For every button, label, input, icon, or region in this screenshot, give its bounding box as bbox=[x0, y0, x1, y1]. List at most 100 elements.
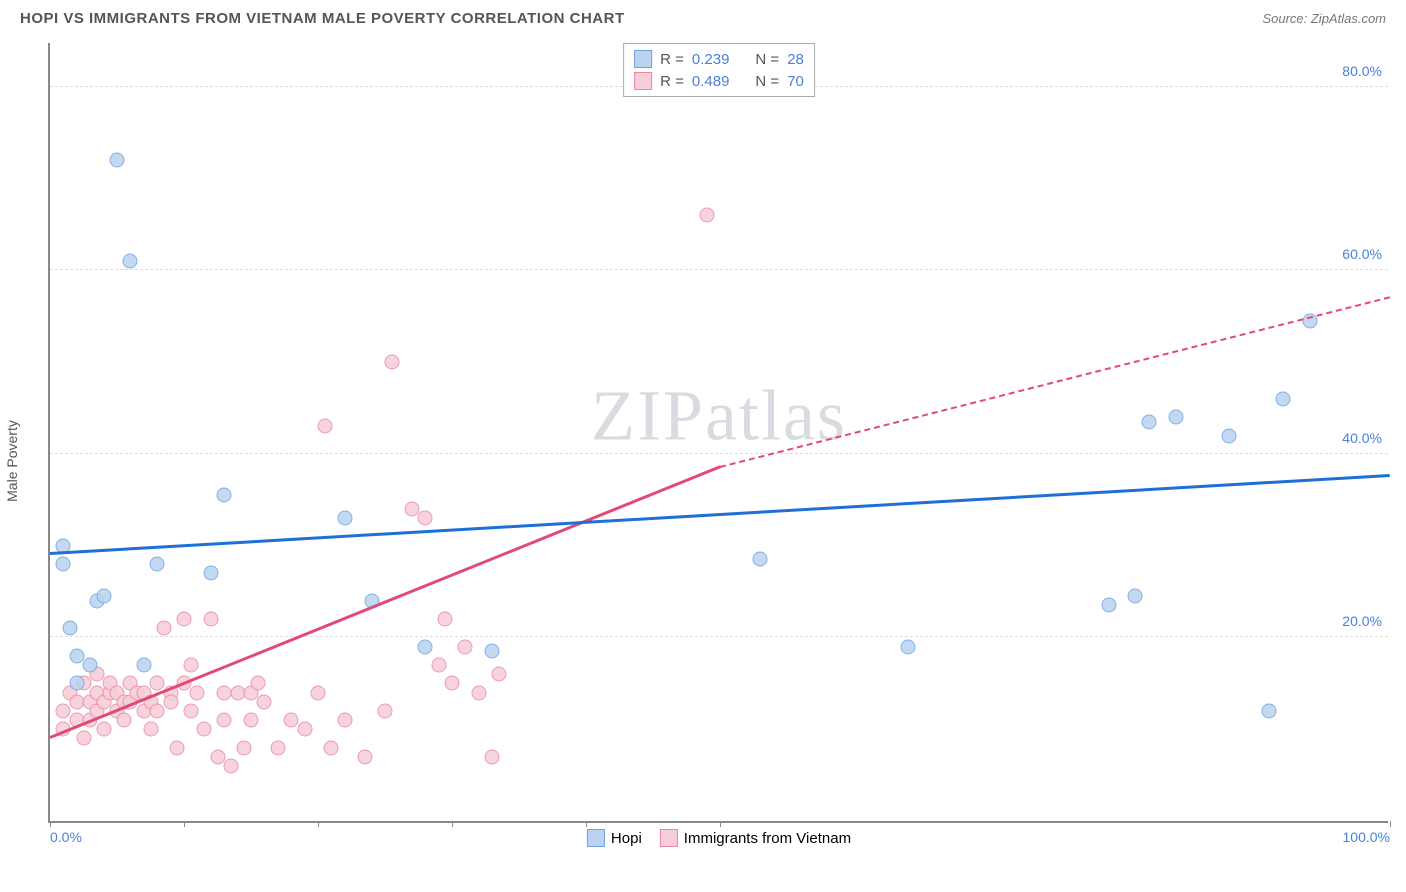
data-point-vietnam bbox=[116, 713, 131, 728]
data-point-vietnam bbox=[438, 612, 453, 627]
r-value-vietnam: 0.489 bbox=[692, 73, 730, 90]
data-point-vietnam bbox=[56, 703, 71, 718]
y-axis-label: Male Poverty bbox=[4, 420, 20, 502]
data-point-vietnam bbox=[317, 419, 332, 434]
data-point-hopi bbox=[150, 557, 165, 572]
data-point-hopi bbox=[69, 648, 84, 663]
data-point-hopi bbox=[418, 639, 433, 654]
legend-item-hopi: Hopi bbox=[587, 829, 642, 847]
data-point-vietnam bbox=[150, 676, 165, 691]
data-point-vietnam bbox=[177, 612, 192, 627]
data-point-vietnam bbox=[96, 722, 111, 737]
data-point-vietnam bbox=[244, 713, 259, 728]
data-point-vietnam bbox=[384, 355, 399, 370]
data-point-hopi bbox=[83, 658, 98, 673]
data-point-vietnam bbox=[284, 713, 299, 728]
data-point-hopi bbox=[1128, 589, 1143, 604]
data-point-hopi bbox=[1222, 428, 1237, 443]
plot-area: ZIPatlas R = 0.239 N = 28 R = 0.489 N = … bbox=[48, 43, 1388, 823]
data-point-vietnam bbox=[76, 731, 91, 746]
data-point-hopi bbox=[337, 511, 352, 526]
x-tick-mark bbox=[720, 821, 721, 827]
x-tick-mark bbox=[184, 821, 185, 827]
legend-swatch-vietnam-icon bbox=[634, 72, 652, 90]
data-point-vietnam bbox=[170, 740, 185, 755]
regression-line bbox=[50, 474, 1390, 554]
r-label: R = bbox=[660, 51, 684, 68]
data-point-vietnam bbox=[183, 703, 198, 718]
y-tick-label: 40.0% bbox=[1342, 430, 1382, 446]
data-point-hopi bbox=[69, 676, 84, 691]
legend-stats-row-hopi: R = 0.239 N = 28 bbox=[634, 48, 804, 70]
data-point-hopi bbox=[63, 621, 78, 636]
n-value-vietnam: 70 bbox=[787, 73, 804, 90]
data-point-vietnam bbox=[270, 740, 285, 755]
chart-title: HOPI VS IMMIGRANTS FROM VIETNAM MALE POV… bbox=[20, 10, 625, 27]
data-point-vietnam bbox=[150, 703, 165, 718]
data-point-vietnam bbox=[143, 722, 158, 737]
y-tick-label: 80.0% bbox=[1342, 63, 1382, 79]
n-label: N = bbox=[755, 73, 779, 90]
data-point-hopi bbox=[110, 153, 125, 168]
data-point-hopi bbox=[1262, 703, 1277, 718]
data-point-vietnam bbox=[324, 740, 339, 755]
x-tick-mark bbox=[1390, 821, 1391, 827]
data-point-hopi bbox=[900, 639, 915, 654]
r-value-hopi: 0.239 bbox=[692, 51, 730, 68]
r-label: R = bbox=[660, 73, 684, 90]
data-point-vietnam bbox=[163, 694, 178, 709]
data-point-hopi bbox=[1101, 598, 1116, 613]
data-point-vietnam bbox=[250, 676, 265, 691]
data-point-hopi bbox=[123, 254, 138, 269]
legend-stats: R = 0.239 N = 28 R = 0.489 N = 70 bbox=[623, 43, 815, 97]
data-point-vietnam bbox=[311, 685, 326, 700]
data-point-hopi bbox=[485, 644, 500, 659]
gridline bbox=[50, 453, 1388, 454]
data-point-vietnam bbox=[471, 685, 486, 700]
legend-swatch-vietnam-icon bbox=[660, 829, 678, 847]
data-point-vietnam bbox=[190, 685, 205, 700]
data-point-vietnam bbox=[337, 713, 352, 728]
data-point-hopi bbox=[1168, 410, 1183, 425]
data-point-vietnam bbox=[223, 758, 238, 773]
x-tick-mark bbox=[586, 821, 587, 827]
data-point-hopi bbox=[136, 658, 151, 673]
data-point-vietnam bbox=[203, 612, 218, 627]
gridline bbox=[50, 636, 1388, 637]
data-point-vietnam bbox=[297, 722, 312, 737]
x-tick-label: 0.0% bbox=[50, 829, 82, 845]
regression-line-extrapolated bbox=[720, 296, 1390, 468]
x-tick-mark bbox=[318, 821, 319, 827]
n-value-hopi: 28 bbox=[787, 51, 804, 68]
legend-item-vietnam: Immigrants from Vietnam bbox=[660, 829, 851, 847]
data-point-hopi bbox=[217, 488, 232, 503]
data-point-hopi bbox=[1141, 414, 1156, 429]
data-point-vietnam bbox=[404, 502, 419, 517]
data-point-hopi bbox=[56, 557, 71, 572]
chart-source: Source: ZipAtlas.com bbox=[1262, 11, 1386, 26]
data-point-hopi bbox=[96, 589, 111, 604]
data-point-vietnam bbox=[217, 713, 232, 728]
data-point-vietnam bbox=[156, 621, 171, 636]
data-point-vietnam bbox=[445, 676, 460, 691]
data-point-vietnam bbox=[431, 658, 446, 673]
data-point-vietnam bbox=[257, 694, 272, 709]
legend-label-vietnam: Immigrants from Vietnam bbox=[684, 830, 851, 847]
x-tick-mark bbox=[452, 821, 453, 827]
gridline bbox=[50, 269, 1388, 270]
y-tick-label: 20.0% bbox=[1342, 613, 1382, 629]
data-point-vietnam bbox=[378, 703, 393, 718]
data-point-vietnam bbox=[357, 749, 372, 764]
data-point-vietnam bbox=[210, 749, 225, 764]
regression-line bbox=[50, 465, 721, 738]
x-tick-label: 100.0% bbox=[1343, 829, 1390, 845]
legend-swatch-hopi-icon bbox=[587, 829, 605, 847]
data-point-vietnam bbox=[197, 722, 212, 737]
y-tick-label: 60.0% bbox=[1342, 246, 1382, 262]
data-point-vietnam bbox=[485, 749, 500, 764]
data-point-vietnam bbox=[491, 667, 506, 682]
data-point-hopi bbox=[753, 552, 768, 567]
legend-series: Hopi Immigrants from Vietnam bbox=[587, 829, 851, 847]
legend-swatch-hopi-icon bbox=[634, 50, 652, 68]
data-point-vietnam bbox=[418, 511, 433, 526]
